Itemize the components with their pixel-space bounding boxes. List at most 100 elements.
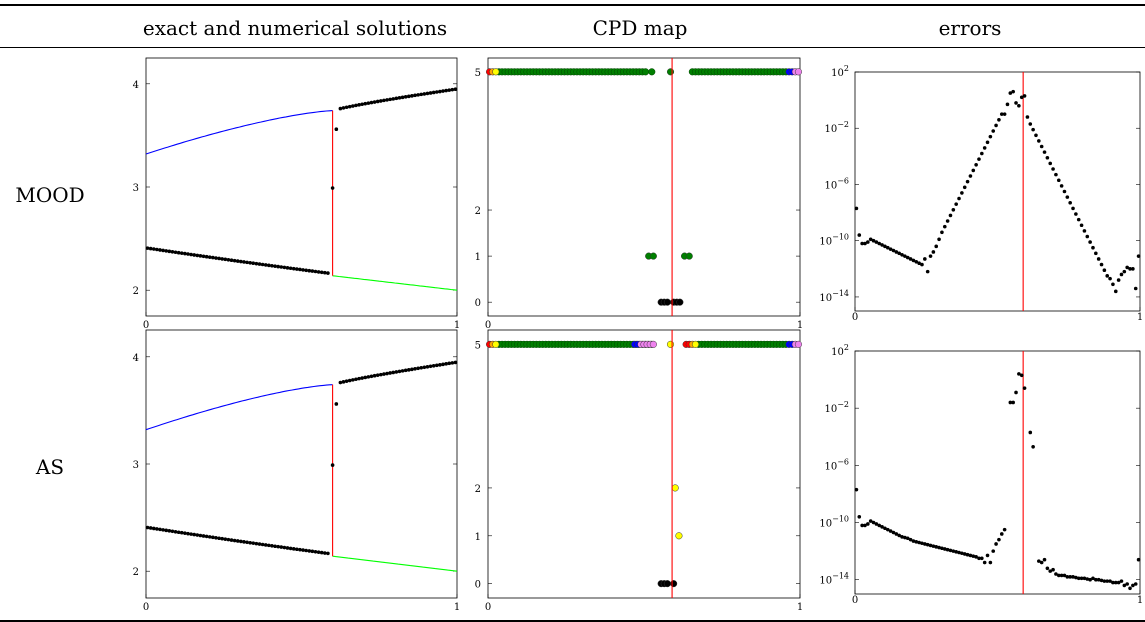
error-point bbox=[897, 533, 901, 538]
numerical-point bbox=[232, 258, 237, 263]
error-point bbox=[1022, 94, 1027, 98]
numerical-point bbox=[441, 89, 445, 93]
numerical-point bbox=[360, 102, 364, 107]
numerical-point bbox=[419, 365, 424, 370]
error-point bbox=[974, 162, 978, 167]
numerical-point bbox=[413, 367, 417, 371]
error-point bbox=[1005, 102, 1010, 107]
errors-plot-frame-as bbox=[854, 350, 1141, 595]
error-point bbox=[928, 254, 933, 258]
numerical-point bbox=[267, 263, 271, 268]
error-point bbox=[1094, 251, 1098, 256]
errors-xtick-label-left: 0 bbox=[852, 312, 858, 323]
error-point bbox=[911, 258, 916, 263]
cpd-ytick-label: 2 bbox=[475, 484, 481, 495]
numerical-point bbox=[158, 248, 162, 252]
cpd-ytick-label: 2 bbox=[475, 206, 481, 217]
numerical-point bbox=[344, 105, 349, 110]
numerical-point bbox=[198, 533, 203, 538]
numerical-point bbox=[444, 362, 448, 366]
error-point bbox=[885, 527, 890, 532]
numerical-point bbox=[391, 97, 396, 101]
numerical-point bbox=[416, 93, 420, 97]
numerical-point bbox=[403, 368, 408, 373]
error-point bbox=[1037, 139, 1041, 143]
numerical-point bbox=[251, 261, 256, 266]
numerical-point bbox=[151, 247, 156, 251]
error-point bbox=[1048, 569, 1053, 573]
numerical-point bbox=[363, 375, 368, 380]
error-point bbox=[1037, 559, 1041, 563]
errors-xtick-label-right: 1 bbox=[1137, 312, 1143, 323]
error-point bbox=[905, 255, 910, 260]
numerical-point bbox=[425, 364, 430, 369]
cpd-ytick-label: 1 bbox=[475, 532, 481, 543]
error-point bbox=[1017, 372, 1021, 376]
error-point bbox=[1071, 206, 1075, 211]
error-point bbox=[971, 168, 976, 173]
numerical-point bbox=[382, 372, 386, 376]
error-point bbox=[1105, 274, 1110, 278]
numerical-point bbox=[316, 550, 321, 554]
numerical-point bbox=[400, 95, 405, 100]
error-point bbox=[931, 544, 936, 548]
error-point bbox=[877, 523, 882, 528]
numerical-point bbox=[388, 371, 392, 375]
error-point bbox=[1136, 254, 1141, 258]
errors-plot-frame-mood bbox=[854, 71, 1141, 312]
numerical-point bbox=[372, 373, 377, 378]
error-point bbox=[934, 244, 939, 249]
numerical-point bbox=[186, 252, 190, 256]
error-point bbox=[960, 551, 964, 556]
error-point bbox=[1068, 575, 1072, 579]
error-point bbox=[971, 554, 976, 558]
cpd-plot-frame-as bbox=[487, 329, 801, 599]
numerical-point bbox=[201, 254, 206, 259]
error-point bbox=[897, 251, 901, 256]
numerical-point bbox=[251, 541, 256, 545]
numerical-point bbox=[422, 365, 427, 370]
numerical-point bbox=[170, 249, 175, 254]
numerical-point bbox=[257, 262, 262, 266]
numerical-point bbox=[363, 101, 368, 106]
error-point bbox=[994, 542, 998, 546]
errors-ytick-label: 102 bbox=[831, 343, 849, 358]
error-point bbox=[854, 487, 859, 492]
error-point bbox=[994, 123, 998, 128]
error-point bbox=[1008, 400, 1013, 405]
error-point bbox=[925, 269, 930, 274]
error-point bbox=[1065, 575, 1070, 579]
error-point bbox=[903, 535, 907, 540]
numerical-point bbox=[151, 526, 156, 531]
numerical-point bbox=[323, 270, 327, 275]
numerical-point bbox=[338, 106, 343, 111]
numerical-point bbox=[273, 264, 277, 268]
lower-exact-curve bbox=[332, 555, 458, 572]
error-point bbox=[1128, 267, 1132, 271]
numerical-point bbox=[167, 249, 172, 254]
numerical-point bbox=[183, 531, 187, 535]
error-point bbox=[903, 254, 907, 258]
numerical-point bbox=[148, 246, 153, 251]
error-point bbox=[942, 547, 947, 551]
numerical-point bbox=[344, 379, 349, 383]
error-point bbox=[965, 552, 970, 557]
error-point bbox=[1111, 282, 1115, 287]
error-point bbox=[900, 535, 904, 539]
errors-ytick-label: 10−2 bbox=[824, 400, 849, 415]
error-point bbox=[891, 248, 896, 253]
numerical-point bbox=[304, 548, 308, 553]
solution-ytick-label: 3 bbox=[133, 460, 139, 471]
numerical-point bbox=[310, 269, 315, 273]
numerical-point bbox=[145, 246, 150, 250]
error-point bbox=[1131, 583, 1135, 588]
error-point bbox=[1051, 567, 1055, 572]
numerical-point bbox=[326, 271, 330, 275]
error-point bbox=[883, 244, 887, 249]
numerical-point bbox=[347, 104, 352, 109]
column-header-solutions: exact and numerical solutions bbox=[142, 16, 448, 40]
error-point bbox=[1096, 577, 1101, 582]
cpd-ytick-label: 5 bbox=[475, 68, 481, 79]
numerical-point bbox=[369, 100, 374, 105]
error-point bbox=[951, 549, 956, 553]
